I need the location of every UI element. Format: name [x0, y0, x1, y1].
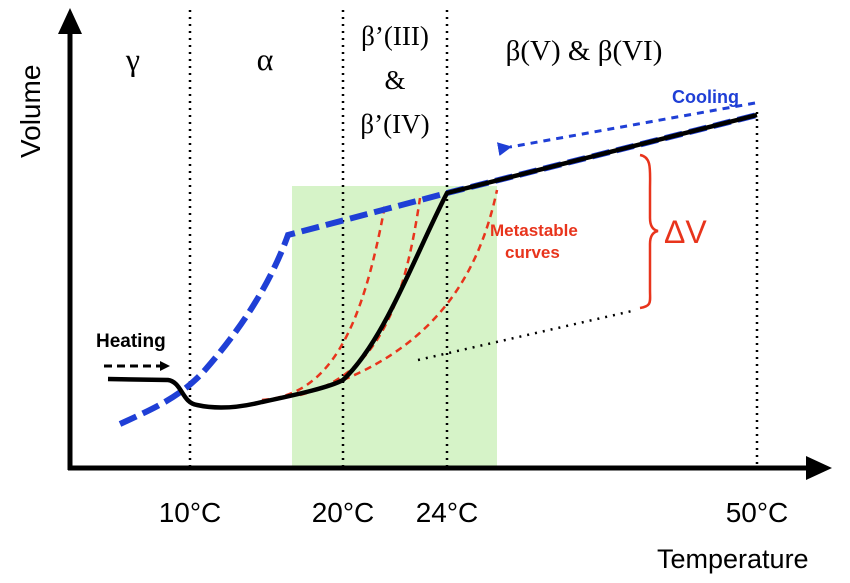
y-axis-arrow [58, 8, 82, 34]
delta-v-bracket [639, 153, 659, 310]
phase-beta-prime-iv-label: β’(IV) [360, 109, 429, 139]
cooling-label: Cooling [672, 87, 739, 107]
tick-label-50c: 50°C [726, 497, 789, 528]
y-axis-label: Volume [15, 65, 46, 158]
x-axis-arrow [806, 456, 832, 480]
phase-alpha-label: α [257, 41, 274, 77]
metastable-label-line2: curves [505, 243, 560, 262]
phase-amp-label: & [384, 65, 405, 95]
transition-region [292, 186, 497, 466]
heating-label: Heating [96, 331, 166, 352]
metastable-curve-3 [342, 189, 499, 382]
delta-v-label: ΔV [664, 214, 707, 250]
phase-beta-v-vi-label: β(V) & β(VI) [506, 35, 663, 67]
heating-curve [107, 112, 758, 410]
cooling-arrow [496, 101, 756, 157]
tick-label-20c: 20°C [312, 497, 375, 528]
tick-label-24c: 24°C [416, 497, 479, 528]
phase-gamma-label: γ [125, 41, 140, 77]
phase-beta-prime-iii-label: β’(III) [361, 21, 429, 51]
x-axis-label: Temperature [657, 544, 809, 574]
metastable-label-line1: Metastable [490, 221, 578, 240]
cooling-curve [118, 112, 758, 427]
tick-label-10c: 10°C [159, 497, 222, 528]
